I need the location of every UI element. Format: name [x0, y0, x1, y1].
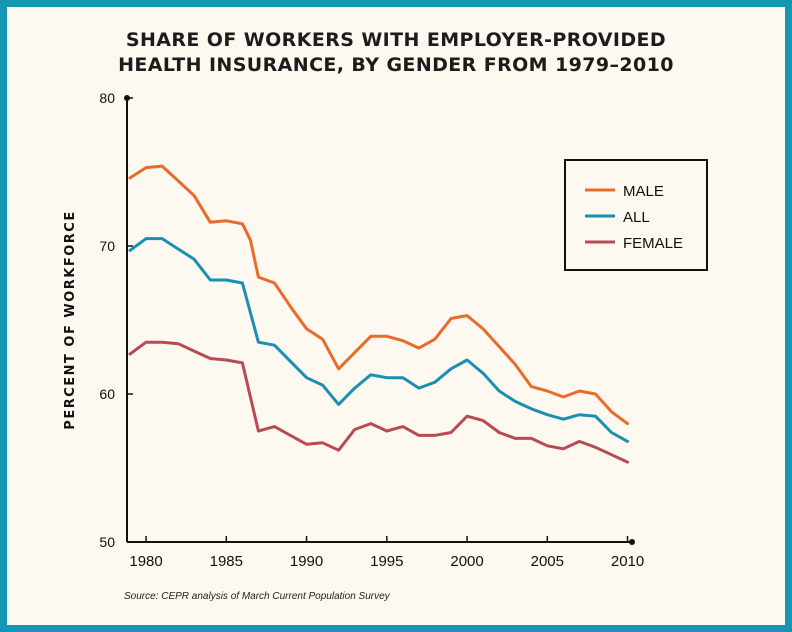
x-tick-label: 1995	[370, 553, 403, 570]
y-tick-label: 60	[99, 386, 115, 402]
chart-frame	[7, 7, 785, 625]
x-tick-label: 1990	[290, 553, 323, 570]
y-tick-label: 70	[99, 238, 115, 254]
legend-label-all: ALL	[623, 209, 650, 226]
legend: MALE ALL FEMALE	[564, 159, 708, 271]
axes: 50 60 70 80 1980 1985 1990 1995 2000 2005 2010 PERC…	[63, 90, 644, 570]
y-tick-label: 80	[99, 90, 115, 106]
series-lines	[128, 164, 629, 464]
x-tick-label: 1980	[129, 553, 162, 570]
chart-title-line-2: HEALTH INSURANCE, BY GENDER FROM 1979–20…	[118, 54, 674, 76]
series-line-male	[128, 164, 629, 426]
series-line-female	[128, 340, 629, 464]
chart-title: SHARE OF WORKERS WITH EMPLOYER-PROVIDED …	[0, 28, 792, 78]
source-note: Source: CEPR analysis of March Current P…	[124, 591, 390, 602]
y-axis-title: PERCENT OF WORKFORCE	[63, 210, 78, 429]
legend-label-female: FEMALE	[623, 235, 683, 252]
legend-label-male: MALE	[623, 183, 664, 200]
series-line-all	[128, 237, 629, 443]
y-tick-label: 50	[99, 534, 115, 550]
x-tick-label: 2000	[450, 553, 483, 570]
x-tick-label: 2005	[531, 553, 564, 570]
x-tick-label: 2010	[611, 553, 644, 570]
x-axis-end-dot	[629, 539, 635, 545]
chart-title-line-1: SHARE OF WORKERS WITH EMPLOYER-PROVIDED	[125, 29, 667, 51]
x-tick-label: 1985	[210, 553, 243, 570]
